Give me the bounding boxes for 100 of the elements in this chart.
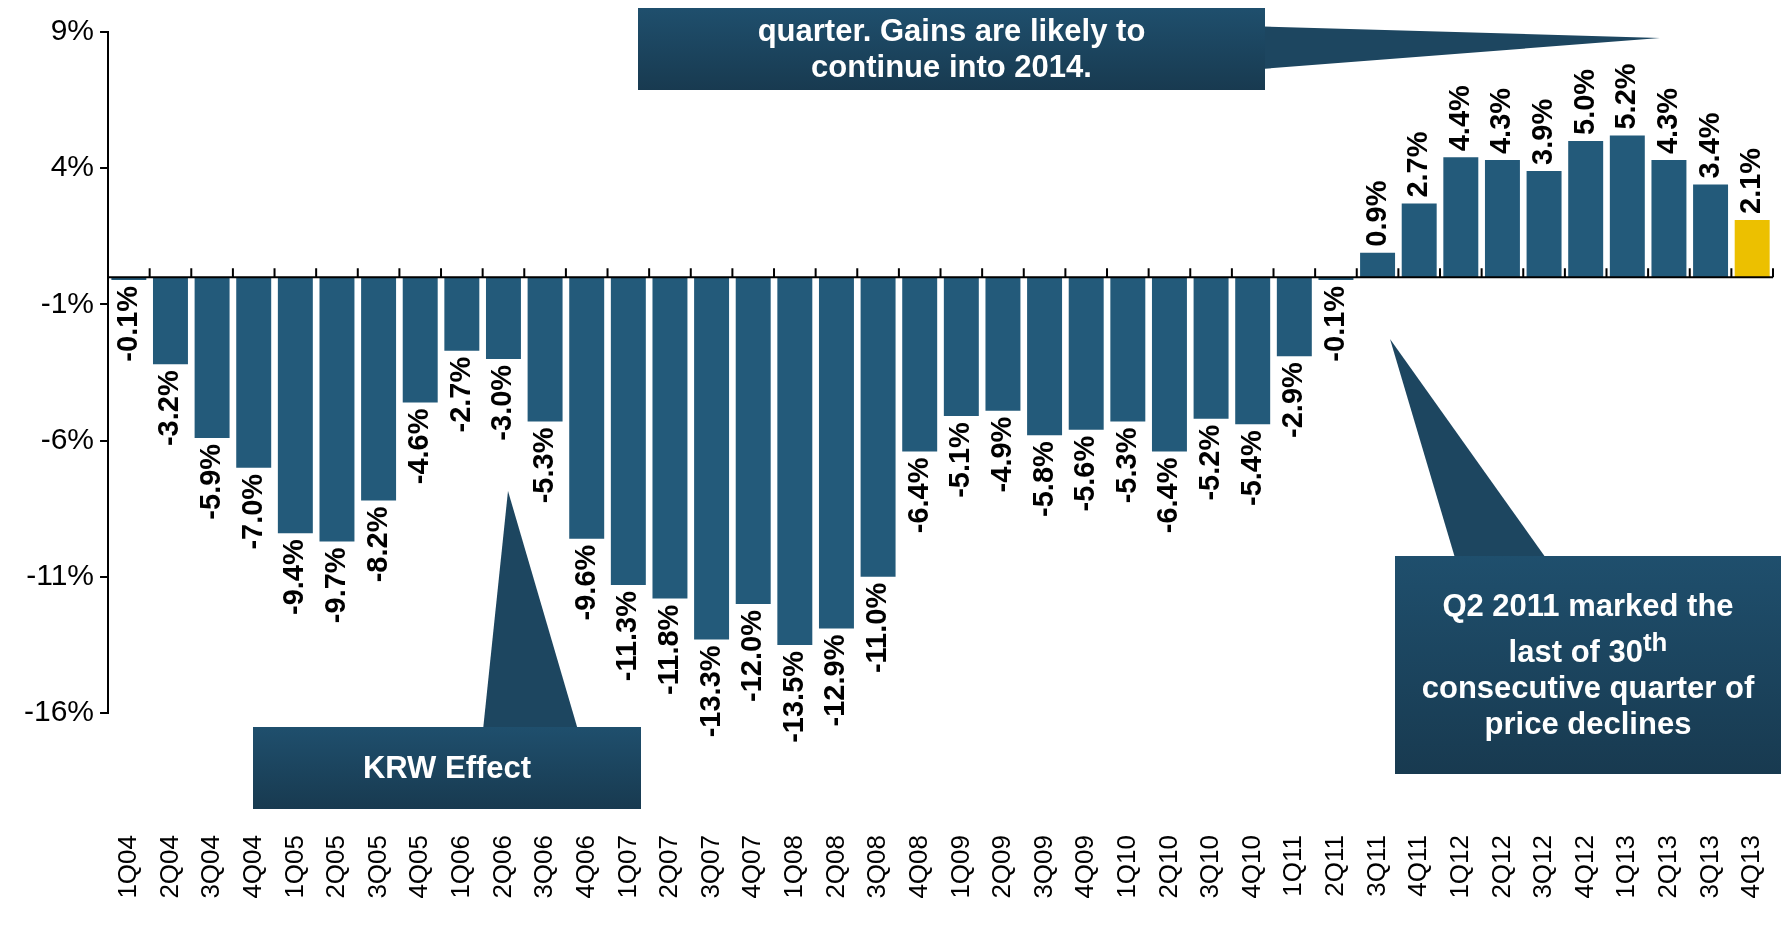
x-tick-label: 4Q10 xyxy=(1235,835,1266,899)
data-label: 5.2% xyxy=(1609,63,1642,130)
x-tick-label: 3Q10 xyxy=(1194,835,1225,899)
bar xyxy=(277,277,313,534)
data-label: 0.9% xyxy=(1359,180,1392,247)
bar xyxy=(1110,277,1146,422)
y-tick-label: -6% xyxy=(40,421,95,455)
x-tick-label: 4Q05 xyxy=(403,835,434,899)
data-label: -11.3% xyxy=(610,590,643,682)
data-label: -3.0% xyxy=(485,364,518,441)
data-label: -0.1% xyxy=(1317,285,1350,362)
x-tick-label: 4Q11 xyxy=(1402,835,1433,897)
x-tick-label: 4Q07 xyxy=(736,835,767,899)
x-tick-label: 3Q11 xyxy=(1360,835,1391,897)
x-tick-label: 4Q12 xyxy=(1568,835,1599,899)
callout-box: KRW Effect xyxy=(253,727,641,809)
bar xyxy=(1151,277,1187,452)
y-tick-label: -11% xyxy=(26,558,95,592)
bar xyxy=(527,277,563,422)
bar xyxy=(610,277,646,585)
x-tick-label: 2Q11 xyxy=(1319,835,1350,897)
x-tick-label: 1Q09 xyxy=(944,835,975,899)
data-label: -11.8% xyxy=(651,604,684,695)
data-label: 5.0% xyxy=(1567,68,1600,135)
data-label: 3.4% xyxy=(1692,112,1725,179)
x-tick-label: 4Q09 xyxy=(1069,835,1100,899)
data-label: -5.6% xyxy=(1068,435,1101,512)
bar xyxy=(319,277,355,542)
bar xyxy=(1526,170,1562,278)
bar xyxy=(1360,252,1396,278)
x-tick-label: 2Q06 xyxy=(486,835,517,899)
data-label: -9.7% xyxy=(318,547,351,624)
data-label: -2.7% xyxy=(443,356,476,433)
x-tick-label: 3Q09 xyxy=(1027,835,1058,899)
data-label: -11.0% xyxy=(860,582,893,674)
x-tick-label: 4Q04 xyxy=(236,835,267,899)
data-label: 4.3% xyxy=(1484,87,1517,155)
y-tick-label: 4% xyxy=(50,149,95,183)
bar xyxy=(902,277,938,452)
annotation: quarter. Gains are likely to continue into 2014. xyxy=(756,13,1147,85)
bar xyxy=(1734,219,1770,278)
y-tick-label: -1% xyxy=(40,285,95,319)
x-tick-label: 1Q05 xyxy=(278,835,309,899)
data-label: -4.6% xyxy=(402,408,435,485)
bar xyxy=(1568,140,1604,278)
x-tick-label: 1Q04 xyxy=(112,835,143,899)
data-label: -9.4% xyxy=(277,539,310,615)
x-tick-label: 2Q08 xyxy=(819,835,850,899)
bar xyxy=(1068,277,1104,430)
x-tick-label: 2Q09 xyxy=(986,835,1017,899)
data-label: -4.9% xyxy=(984,416,1017,493)
x-tick-label: 4Q08 xyxy=(902,835,933,899)
data-label: -2.9% xyxy=(1276,361,1309,438)
bar xyxy=(1027,277,1063,436)
data-label: -13.5% xyxy=(776,650,809,743)
data-label: -0.1% xyxy=(110,285,143,362)
x-tick-label: 2Q13 xyxy=(1652,835,1683,899)
x-tick-label: 1Q07 xyxy=(611,835,642,899)
bar xyxy=(1651,160,1687,278)
data-label: -5.3% xyxy=(1109,427,1142,504)
bar xyxy=(569,277,605,539)
bar xyxy=(1609,135,1645,278)
x-tick-label: 2Q05 xyxy=(320,835,351,899)
data-label: -8.2% xyxy=(360,506,393,583)
bar xyxy=(1193,277,1229,419)
x-tick-label: 1Q06 xyxy=(445,835,476,899)
y-tick-label: 9% xyxy=(50,13,95,47)
data-label: -5.2% xyxy=(1193,424,1226,501)
bar xyxy=(652,277,688,599)
bar xyxy=(1484,160,1520,278)
x-tick-label: 1Q11 xyxy=(1277,835,1308,897)
bar xyxy=(361,277,397,501)
bar xyxy=(444,277,480,351)
data-label: 2.1% xyxy=(1734,147,1767,214)
data-label: -6.4% xyxy=(901,457,934,534)
x-tick-label: 3Q05 xyxy=(361,835,392,899)
bar xyxy=(1443,157,1479,278)
x-tick-label: 1Q12 xyxy=(1443,835,1474,899)
bar xyxy=(1276,277,1312,357)
x-tick-label: 2Q04 xyxy=(153,835,184,899)
annotation: Q2 2011 marked the last of 30$^{th}$ consecutive quarter of price declines xyxy=(1420,587,1756,743)
x-tick-label: 4Q13 xyxy=(1735,835,1766,899)
data-label: -5.4% xyxy=(1234,430,1267,507)
bar xyxy=(485,277,521,359)
data-label: 3.9% xyxy=(1526,98,1559,165)
data-label: -7.0% xyxy=(235,473,268,550)
x-tick-label: 4Q06 xyxy=(569,835,600,899)
data-label: -5.3% xyxy=(527,427,560,504)
x-tick-label: 3Q06 xyxy=(528,835,559,899)
data-label: -5.9% xyxy=(194,443,227,520)
data-label: -3.2% xyxy=(152,370,185,447)
bar xyxy=(777,277,813,645)
bar xyxy=(152,277,188,365)
data-label: -5.8% xyxy=(1026,440,1059,517)
bar xyxy=(1693,184,1729,278)
bar xyxy=(1235,277,1271,425)
data-label: 4.3% xyxy=(1650,87,1683,155)
bar xyxy=(194,277,230,438)
x-tick-label: 3Q13 xyxy=(1693,835,1724,899)
x-tick-label: 1Q13 xyxy=(1610,835,1641,899)
